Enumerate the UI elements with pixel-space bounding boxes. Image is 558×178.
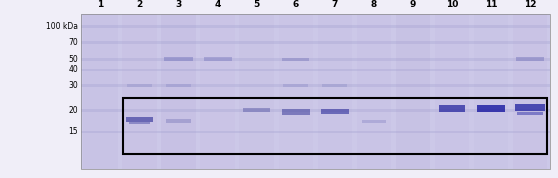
Text: 40: 40 — [69, 66, 78, 74]
Bar — [396, 14, 430, 169]
Bar — [278, 14, 313, 169]
Bar — [81, 14, 550, 169]
Bar — [126, 117, 153, 122]
Bar — [81, 69, 550, 71]
Bar — [282, 57, 309, 61]
Text: 7: 7 — [331, 0, 338, 9]
Text: 4: 4 — [214, 0, 221, 9]
Text: 11: 11 — [485, 0, 497, 9]
Bar — [81, 109, 550, 112]
Bar — [204, 57, 232, 61]
Text: 2: 2 — [136, 0, 143, 9]
Bar — [318, 14, 352, 169]
Bar — [357, 14, 391, 169]
Text: 20: 20 — [69, 106, 78, 115]
Bar — [122, 14, 157, 169]
Bar — [127, 84, 152, 87]
Bar — [165, 57, 193, 61]
Bar — [161, 14, 196, 169]
Bar — [81, 130, 550, 133]
Text: 12: 12 — [524, 0, 536, 9]
Bar — [81, 84, 550, 87]
Bar — [81, 25, 550, 28]
Bar — [474, 14, 508, 169]
Bar — [166, 119, 191, 123]
Bar — [515, 104, 545, 111]
Bar — [81, 41, 550, 44]
Text: 6: 6 — [292, 0, 299, 9]
Bar — [516, 57, 544, 61]
Bar — [166, 84, 191, 87]
Bar — [439, 105, 465, 112]
Bar — [323, 84, 347, 87]
Bar — [513, 14, 547, 169]
Bar — [200, 14, 235, 169]
Bar — [362, 120, 386, 122]
Bar — [81, 14, 550, 169]
Text: 10: 10 — [446, 0, 458, 9]
Text: 3: 3 — [175, 0, 182, 9]
Text: 9: 9 — [410, 0, 416, 9]
Bar — [243, 108, 270, 112]
Text: 70: 70 — [69, 38, 78, 47]
Text: 30: 30 — [69, 81, 78, 90]
Bar — [83, 14, 118, 169]
Bar — [128, 122, 151, 124]
Text: 1: 1 — [97, 0, 104, 9]
Bar — [477, 105, 505, 112]
Text: 50: 50 — [69, 55, 78, 64]
Bar — [123, 98, 547, 154]
Text: 15: 15 — [69, 127, 78, 136]
Bar — [517, 112, 543, 115]
Bar — [283, 84, 308, 87]
Text: 8: 8 — [371, 0, 377, 9]
Bar — [435, 14, 469, 169]
Bar — [321, 109, 349, 114]
Bar — [81, 58, 550, 61]
Bar — [239, 14, 274, 169]
Text: 5: 5 — [253, 0, 260, 9]
Bar — [282, 109, 310, 115]
Text: 100 kDa: 100 kDa — [46, 22, 78, 31]
